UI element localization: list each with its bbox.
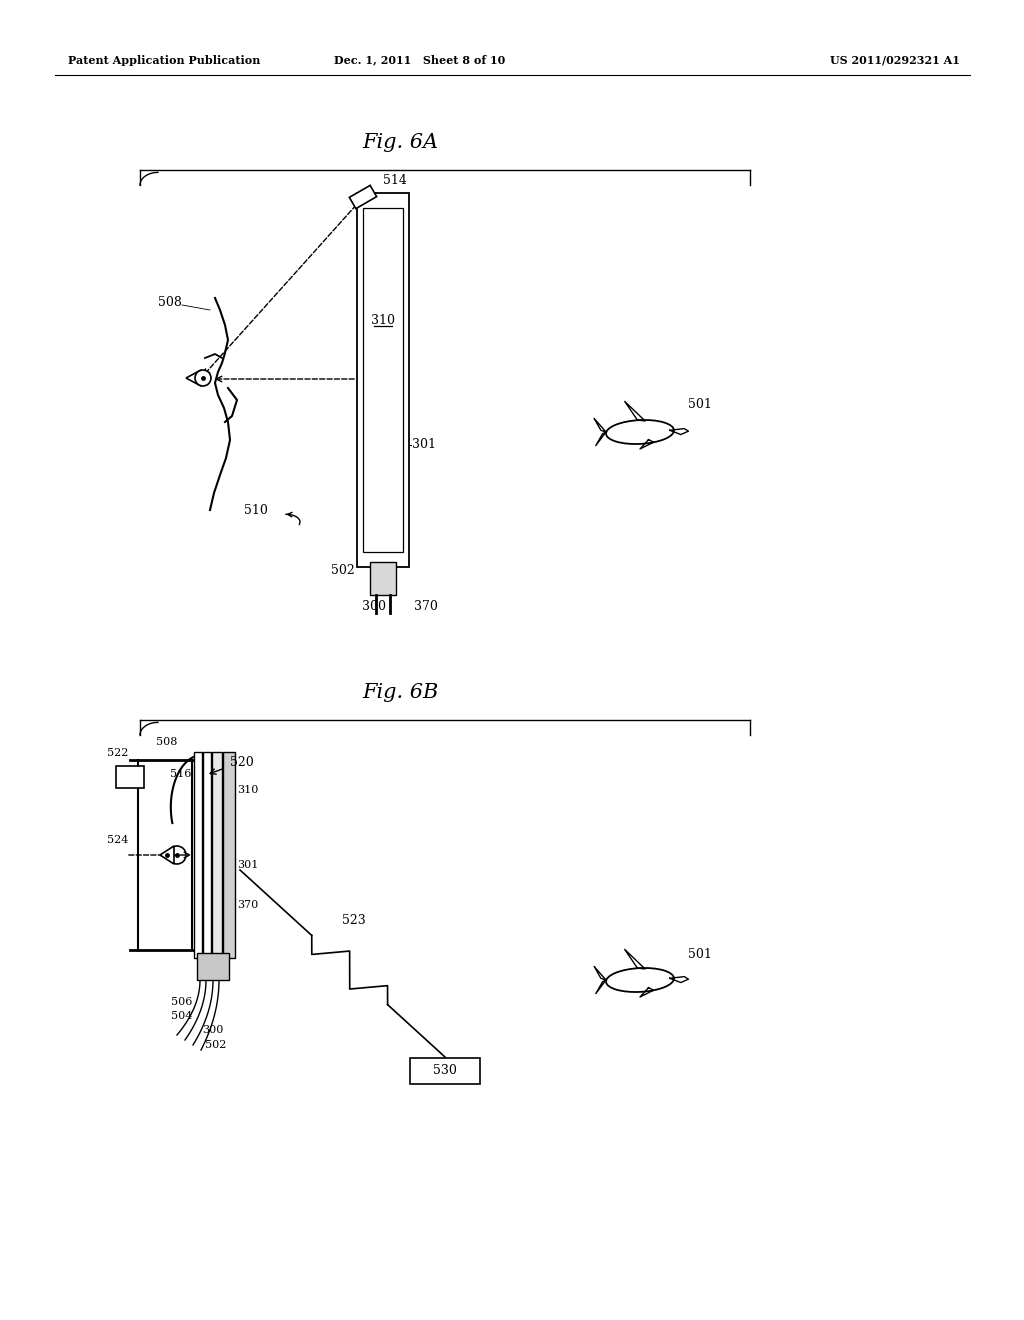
Polygon shape [349,185,377,209]
Bar [212,752,222,958]
Text: 508: 508 [158,297,182,309]
Text: 310: 310 [371,314,395,326]
Text: 510: 510 [244,503,268,516]
Bar [223,752,234,958]
Bar [362,209,403,552]
Text: 501: 501 [688,949,712,961]
Bar [203,752,211,958]
Text: Fig. 6A: Fig. 6A [361,133,438,153]
Text: 501: 501 [688,399,712,412]
Bar [410,1059,480,1084]
Text: US 2011/0292321 A1: US 2011/0292321 A1 [830,54,961,66]
Text: 530: 530 [433,1064,457,1077]
Text: Dec. 1, 2011   Sheet 8 of 10: Dec. 1, 2011 Sheet 8 of 10 [335,54,506,66]
Text: 370: 370 [414,601,438,614]
Text: 300: 300 [202,1026,223,1035]
Text: 514: 514 [383,174,407,187]
Circle shape [195,370,211,385]
Bar [197,953,229,979]
Text: 301: 301 [237,861,258,870]
Bar [194,752,202,958]
Text: Patent Application Publication: Patent Application Publication [68,54,260,66]
Polygon shape [160,846,174,865]
Text: 370: 370 [237,900,258,909]
Circle shape [168,846,186,865]
Text: 504: 504 [171,1011,193,1020]
Text: 300: 300 [362,601,386,614]
Text: 524: 524 [106,836,128,845]
Text: 502: 502 [205,1040,226,1049]
Bar [357,193,409,568]
Bar [116,766,144,788]
Text: 516: 516 [170,770,191,779]
Text: 523: 523 [342,913,366,927]
Text: 506: 506 [171,997,193,1007]
Text: Fig. 6B: Fig. 6B [361,684,438,702]
Text: 502: 502 [331,564,355,577]
Text: 310: 310 [237,785,258,795]
Text: 508: 508 [156,737,177,747]
Polygon shape [186,370,201,385]
Text: 301: 301 [412,438,436,451]
Text: 522: 522 [106,748,128,758]
Text: 520: 520 [230,755,254,768]
Bar [370,562,396,595]
